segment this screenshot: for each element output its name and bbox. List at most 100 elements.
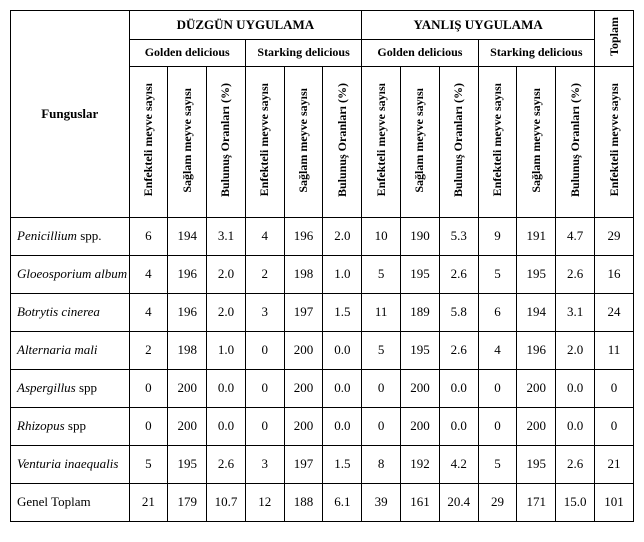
cell: 196 bbox=[168, 255, 207, 293]
cell: 196 bbox=[517, 331, 556, 369]
cell: 4.7 bbox=[556, 217, 595, 255]
cell: 196 bbox=[284, 217, 323, 255]
cell: 197 bbox=[284, 445, 323, 483]
row-label-italic: Alternaria mali bbox=[17, 342, 98, 357]
cell: 200 bbox=[401, 369, 440, 407]
col-header-percent: Bulunuş Oranları (%) bbox=[323, 66, 362, 217]
corner-header: Funguslar bbox=[11, 11, 130, 218]
cell: 161 bbox=[401, 483, 440, 521]
table-row: Alternaria mali21981.002000.051952.64196… bbox=[11, 331, 634, 369]
cell: 8 bbox=[362, 445, 401, 483]
table-row: Botrytis cinerea41962.031971.5111895.861… bbox=[11, 293, 634, 331]
cell: 21 bbox=[129, 483, 168, 521]
cell: 195 bbox=[517, 255, 556, 293]
cell: 197 bbox=[284, 293, 323, 331]
table-row: Venturia inaequalis51952.631971.581924.2… bbox=[11, 445, 634, 483]
col-header-infected: Enfekteli meyve sayısı bbox=[129, 66, 168, 217]
row-label: Penicillium spp. bbox=[11, 217, 130, 255]
cell: 29 bbox=[595, 217, 634, 255]
cell: 21 bbox=[595, 445, 634, 483]
table-body: Penicillium spp.61943.141962.0101905.391… bbox=[11, 217, 634, 521]
cell: 0.0 bbox=[323, 369, 362, 407]
cell: 3.1 bbox=[556, 293, 595, 331]
cell: 194 bbox=[168, 217, 207, 255]
cell: 0.0 bbox=[323, 331, 362, 369]
cell: 12 bbox=[245, 483, 284, 521]
cell: 4.2 bbox=[439, 445, 478, 483]
row-label: Venturia inaequalis bbox=[11, 445, 130, 483]
table-row: Gloeosporium album41962.021981.051952.65… bbox=[11, 255, 634, 293]
col-header-percent: Bulunuş Oranları (%) bbox=[556, 66, 595, 217]
cell: 0 bbox=[478, 407, 517, 445]
cell: 188 bbox=[284, 483, 323, 521]
cell: 200 bbox=[284, 331, 323, 369]
cell: 1.0 bbox=[207, 331, 246, 369]
cell: 6 bbox=[129, 217, 168, 255]
cell: 1.5 bbox=[323, 293, 362, 331]
row-label-italic: Venturia inaequalis bbox=[17, 456, 118, 471]
row-label: Aspergillus spp bbox=[11, 369, 130, 407]
cell: 0 bbox=[595, 369, 634, 407]
cell: 198 bbox=[168, 331, 207, 369]
cell: 200 bbox=[284, 369, 323, 407]
cell: 9 bbox=[478, 217, 517, 255]
cell: 5 bbox=[478, 445, 517, 483]
cell: 0.0 bbox=[207, 407, 246, 445]
cell: 190 bbox=[401, 217, 440, 255]
cell: 2 bbox=[129, 331, 168, 369]
cell: 195 bbox=[401, 255, 440, 293]
row-label-roman: Genel Toplam bbox=[17, 494, 91, 509]
cell: 1.5 bbox=[323, 445, 362, 483]
cell: 29 bbox=[478, 483, 517, 521]
col-header-infected: Enfekteli meyve sayısı bbox=[478, 66, 517, 217]
row-label: Botrytis cinerea bbox=[11, 293, 130, 331]
cell: 194 bbox=[517, 293, 556, 331]
row-label-roman: spp bbox=[76, 380, 97, 395]
cell: 5 bbox=[362, 331, 401, 369]
cell: 2.6 bbox=[439, 331, 478, 369]
row-label-roman: spp. bbox=[77, 228, 102, 243]
cell: 0 bbox=[245, 407, 284, 445]
cell: 0.0 bbox=[556, 407, 595, 445]
cell: 198 bbox=[284, 255, 323, 293]
cell: 1.0 bbox=[323, 255, 362, 293]
cell: 0 bbox=[129, 369, 168, 407]
row-label: Gloeosporium album bbox=[11, 255, 130, 293]
cell: 10.7 bbox=[207, 483, 246, 521]
row-label-italic: Gloeosporium album bbox=[17, 266, 127, 281]
cell: 6 bbox=[478, 293, 517, 331]
row-label-italic: Rhizopus bbox=[17, 418, 65, 433]
col-header-total: Enfekteli meyve sayısı bbox=[595, 66, 634, 217]
cell: 15.0 bbox=[556, 483, 595, 521]
cell: 0 bbox=[362, 369, 401, 407]
cell: 20.4 bbox=[439, 483, 478, 521]
cell: 200 bbox=[517, 369, 556, 407]
cell: 11 bbox=[595, 331, 634, 369]
cell: 4 bbox=[478, 331, 517, 369]
col-header-healthy: Sağlam meyve sayısı bbox=[284, 66, 323, 217]
cell: 0.0 bbox=[439, 369, 478, 407]
group-header-correct: DÜZGÜN UYGULAMA bbox=[129, 11, 362, 40]
table-row: Penicillium spp.61943.141962.0101905.391… bbox=[11, 217, 634, 255]
cell: 0.0 bbox=[207, 369, 246, 407]
cell: 200 bbox=[168, 407, 207, 445]
cell: 179 bbox=[168, 483, 207, 521]
fungus-table: Funguslar DÜZGÜN UYGULAMA YANLIŞ UYGULAM… bbox=[10, 10, 634, 522]
cell: 5 bbox=[478, 255, 517, 293]
cell: 2 bbox=[245, 255, 284, 293]
row-label: Rhizopus spp bbox=[11, 407, 130, 445]
col-header-healthy: Sağlam meyve sayısı bbox=[517, 66, 556, 217]
cell: 191 bbox=[517, 217, 556, 255]
row-label-roman: spp bbox=[65, 418, 86, 433]
cell: 171 bbox=[517, 483, 556, 521]
cell: 200 bbox=[401, 407, 440, 445]
cell: 24 bbox=[595, 293, 634, 331]
cell: 2.6 bbox=[556, 445, 595, 483]
table-row: Genel Toplam2117910.7121886.13916120.429… bbox=[11, 483, 634, 521]
table-row: Aspergillus spp02000.002000.002000.00200… bbox=[11, 369, 634, 407]
cell: 16 bbox=[595, 255, 634, 293]
cell: 5.8 bbox=[439, 293, 478, 331]
row-label: Genel Toplam bbox=[11, 483, 130, 521]
cell: 0.0 bbox=[323, 407, 362, 445]
variety-header: Starking delicious bbox=[245, 39, 361, 66]
